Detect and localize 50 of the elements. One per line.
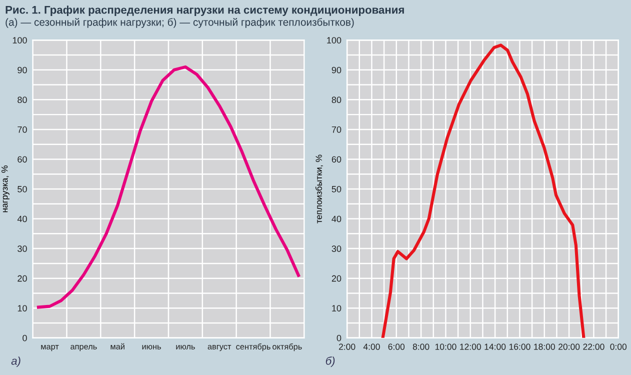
- x-tick-label: 12:00: [460, 344, 481, 350]
- y-tick-label: 80: [332, 96, 342, 104]
- y-axis-title: теплоизбытки, %: [315, 154, 323, 224]
- y-tick-label: 10: [18, 305, 27, 312]
- x-tick-label: 18:00: [534, 344, 555, 350]
- y-tick-label: 60: [18, 156, 27, 163]
- x-tick-label: 20:00: [558, 344, 580, 350]
- x-tick-label: 10:00: [435, 344, 456, 350]
- text: б): [326, 356, 335, 367]
- x-tick-label: июнь: [142, 344, 161, 350]
- x-tick-label: март: [41, 344, 59, 352]
- x-tick-label: апрель: [70, 344, 97, 352]
- y-tick-label: 50: [18, 186, 27, 192]
- x-tick-label: 2:00: [338, 344, 356, 350]
- y-tick-label: 40: [17, 216, 27, 222]
- y-tick-label: 20: [18, 275, 27, 282]
- y-tick-label: 20: [332, 275, 342, 282]
- y-tick-label: 0: [336, 334, 342, 342]
- y-tick-label: 90: [18, 66, 27, 74]
- y-tick-label: 100: [327, 37, 342, 44]
- y-tick-label: 100: [12, 37, 27, 44]
- x-tick-label: август: [208, 344, 232, 352]
- y-tick-label: 70: [332, 126, 342, 133]
- line-series: [381, 44, 586, 338]
- x-tick-label: 16:00: [509, 344, 530, 350]
- y-tick-label: 30: [332, 246, 342, 252]
- x-tick-label: май: [110, 343, 124, 350]
- x-tick-label: сентябрь: [236, 343, 270, 352]
- x-tick-label: 22:00: [583, 344, 604, 350]
- x-tick-label: 14:00: [484, 344, 506, 350]
- y-axis-title: нагрузка, %: [2, 166, 10, 212]
- y-tick-label: 10: [332, 305, 342, 312]
- x-tick-label: 8:00: [412, 344, 430, 350]
- y-tick-label: 80: [18, 96, 27, 104]
- line-series: [36, 65, 300, 309]
- x-tick-label: 6:00: [388, 344, 405, 350]
- text: а): [11, 356, 20, 367]
- x-tick-label: октябрь: [272, 343, 302, 352]
- x-tick-label: июль: [176, 344, 195, 350]
- x-tick-label: 4:00: [363, 344, 380, 350]
- x-tick-label: 0:00: [610, 344, 627, 350]
- y-tick-label: 90: [332, 66, 342, 74]
- y-tick-label: 40: [332, 216, 342, 222]
- y-tick-label: 70: [18, 126, 27, 133]
- chart-subtitle: (а) — сезонный график нагрузки; б) — суточный график теплоизбытков): [6, 18, 354, 28]
- chart-title: Рис. 1. График распределения нагрузки на систему кондиционирования: [6, 6, 404, 16]
- y-tick-label: 50: [332, 186, 342, 192]
- y-tick-label: 60: [332, 156, 342, 163]
- y-tick-label: 0: [22, 334, 27, 342]
- y-tick-label: 30: [18, 246, 27, 252]
